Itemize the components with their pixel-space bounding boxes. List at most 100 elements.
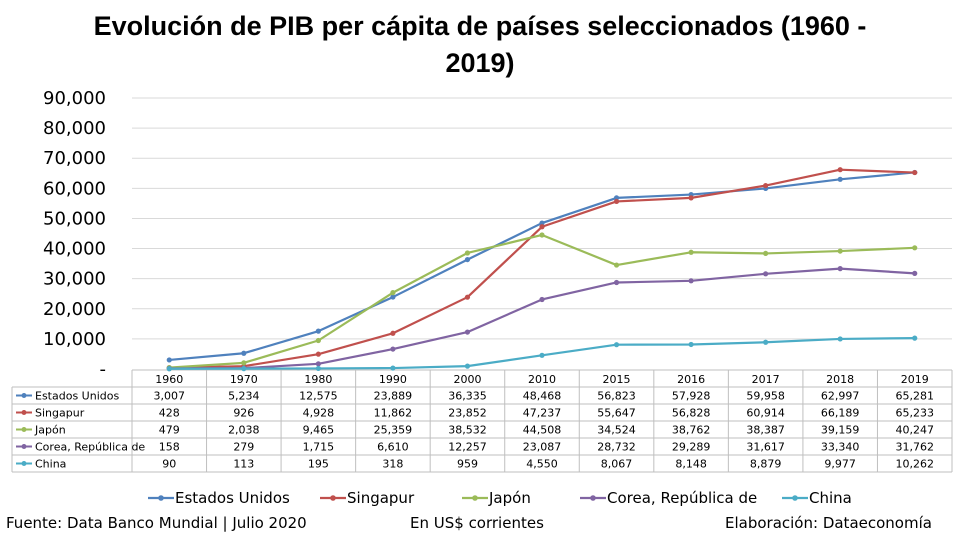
data-label: 23,889: [374, 390, 413, 403]
data-point: [315, 337, 321, 344]
data-label: 25,359: [374, 424, 413, 437]
data-point: [613, 342, 620, 348]
data-label: 11,862: [374, 407, 413, 420]
data-label: 9,977: [824, 458, 856, 471]
data-point: [912, 270, 918, 276]
y-tick-label: 50,000: [43, 208, 106, 229]
credit-note: Elaboración: Dataeconomía: [725, 514, 932, 532]
data-label: 158: [159, 441, 180, 454]
data-point: [539, 232, 545, 238]
data-label: 959: [457, 458, 478, 471]
table-legend-marker: [21, 461, 27, 466]
y-tick-label: -: [100, 359, 107, 380]
data-point: [912, 169, 918, 176]
data-point: [390, 346, 396, 352]
data-point: [613, 279, 620, 286]
data-label: 48,468: [523, 390, 562, 403]
data-point: [390, 330, 396, 336]
data-label: 3,007: [154, 390, 186, 403]
table-row-label: Singapur: [35, 407, 85, 420]
data-label: 4,928: [303, 407, 335, 420]
data-label: 279: [233, 441, 254, 454]
data-label: 34,524: [597, 424, 636, 437]
data-point: [912, 245, 918, 251]
data-label: 65,281: [895, 390, 934, 403]
data-point: [390, 365, 396, 371]
data-point: [688, 249, 694, 255]
data-label: 31,762: [895, 441, 934, 454]
data-point: [837, 336, 843, 342]
table-legend-marker: [21, 393, 27, 398]
data-point: [464, 256, 471, 263]
legend-label: Japón: [488, 489, 531, 507]
table-legend-marker: [21, 427, 27, 432]
legend-marker: [792, 495, 798, 501]
data-label: 8,148: [675, 458, 707, 471]
data-point: [315, 328, 321, 334]
table-row-label: Corea, República de: [35, 441, 145, 454]
y-tick-label: 70,000: [43, 148, 106, 169]
data-point: [464, 294, 471, 300]
data-point: [763, 182, 769, 189]
y-tick-label: 60,000: [43, 178, 106, 199]
y-tick-label: 30,000: [43, 269, 106, 290]
x-tick-label: 1960: [155, 373, 183, 386]
x-tick-label: 2015: [603, 373, 631, 386]
legend-marker: [590, 495, 596, 501]
data-label: 318: [382, 458, 403, 471]
x-tick-label: 2018: [826, 373, 854, 386]
x-tick-label: 2000: [453, 373, 481, 386]
data-label: 38,387: [746, 424, 785, 437]
data-point: [688, 341, 694, 348]
table-row-label: China: [35, 458, 66, 471]
table-row-label: Japón: [34, 424, 66, 437]
data-label: 65,233: [895, 407, 934, 420]
data-point: [390, 294, 396, 300]
data-point: [390, 290, 396, 296]
data-point: [763, 339, 769, 345]
data-point: [166, 366, 172, 372]
data-point: [837, 248, 843, 254]
data-point: [241, 360, 247, 366]
legend-marker: [330, 495, 336, 501]
data-label: 40,247: [895, 424, 934, 437]
data-label: 428: [159, 407, 180, 420]
y-tick-label: 80,000: [43, 118, 106, 139]
data-label: 926: [233, 407, 254, 420]
data-label: 55,647: [597, 407, 636, 420]
data-point: [613, 198, 620, 205]
data-label: 9,465: [303, 424, 335, 437]
data-point: [688, 278, 694, 284]
data-label: 12,257: [448, 441, 487, 454]
x-tick-label: 2016: [677, 373, 705, 386]
data-label: 62,997: [821, 390, 860, 403]
data-point: [539, 352, 545, 358]
data-label: 113: [233, 458, 254, 471]
legend-marker: [472, 495, 478, 501]
data-label: 29,289: [672, 441, 711, 454]
data-point: [837, 266, 843, 272]
data-point: [464, 363, 471, 369]
y-tick-label: 40,000: [43, 239, 106, 260]
data-label: 38,532: [448, 424, 487, 437]
data-label: 31,617: [746, 441, 785, 454]
data-label: 6,610: [377, 441, 409, 454]
legend-label: China: [809, 489, 852, 507]
data-point: [464, 329, 471, 335]
data-label: 12,575: [299, 390, 338, 403]
x-tick-label: 1970: [230, 373, 258, 386]
legend-marker: [158, 495, 164, 501]
data-point: [166, 357, 172, 363]
data-label: 36,335: [448, 390, 487, 403]
data-label: 195: [308, 458, 329, 471]
data-label: 90: [162, 458, 176, 471]
data-point: [688, 195, 694, 201]
data-label: 66,189: [821, 407, 860, 420]
x-tick-label: 1990: [379, 373, 407, 386]
data-label: 44,508: [523, 424, 562, 437]
y-tick-label: 20,000: [43, 299, 106, 320]
table-legend-marker: [21, 444, 27, 449]
legend-label: Estados Unidos: [175, 489, 290, 507]
data-point: [539, 296, 545, 303]
